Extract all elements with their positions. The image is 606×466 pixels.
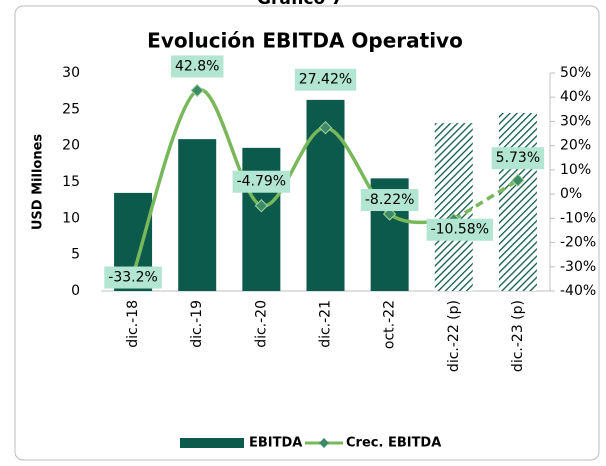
data-label-box [360, 189, 419, 212]
y-tick-label: 25 [62, 101, 80, 117]
y-tick-label: 10 [62, 210, 80, 226]
marker [254, 199, 269, 213]
bar [178, 139, 217, 291]
y2-tick-label: -20% [560, 235, 596, 251]
caption: Gráfico 7 [257, 0, 343, 9]
y2-tick-label: 40% [560, 89, 591, 105]
x-tick-label: oct.-22 [382, 300, 398, 349]
y2-tick-label: 0% [560, 186, 582, 202]
data-label: -4.79% [237, 174, 287, 190]
y-axis-title: USD Millones [31, 134, 46, 231]
marker [511, 173, 525, 187]
y-tick-label: 20 [62, 138, 80, 154]
legend-label: Crec. EBITDA [346, 436, 441, 451]
y2-tick-label: -10% [560, 210, 596, 226]
data-label-box [426, 218, 494, 241]
chart-title: Evolución EBITDA Operativo [147, 29, 463, 53]
x-tick-label: dic.-23 (p) [510, 300, 526, 372]
y2-tick-label: 30% [560, 113, 591, 129]
x-tick-label: dic.-19 [189, 300, 205, 348]
data-label-box [491, 147, 545, 170]
data-label: 42.8% [175, 58, 219, 74]
y2-tick-label: 50% [560, 65, 591, 81]
x-tick-label: dic.-22 (p) [446, 300, 462, 372]
bar [242, 147, 281, 291]
y2-tick-label: -40% [560, 283, 596, 299]
y2-tick-label: 10% [560, 162, 591, 178]
data-label-box [294, 68, 357, 91]
bar [498, 112, 537, 291]
data-label: 5.73% [496, 150, 540, 166]
data-label: -33.2% [108, 270, 158, 286]
data-label-box [104, 266, 162, 289]
marker [382, 207, 397, 221]
data-label: -8.22% [365, 192, 415, 208]
y2-tick-label: 20% [560, 138, 591, 154]
marker [318, 120, 333, 135]
y-tick-label: 30 [62, 65, 80, 81]
y-tick-label: 5 [71, 247, 80, 263]
legend-marker [319, 438, 329, 448]
y-tick-label: 15 [62, 174, 80, 190]
data-label-box [232, 170, 291, 193]
data-label-box [170, 55, 224, 78]
x-tick-label: dic.-21 [318, 300, 334, 348]
data-label: 27.42% [299, 72, 352, 88]
legend-swatch [180, 438, 244, 448]
legend-label: EBITDA [249, 436, 302, 451]
bar [434, 123, 473, 291]
x-tick-label: dic.-18 [125, 300, 141, 348]
marker [190, 83, 204, 98]
x-tick-label: dic.-20 [253, 300, 269, 348]
y2-tick-label: -30% [560, 259, 596, 275]
data-label: -10.58% [431, 222, 489, 238]
y-tick-label: 0 [71, 283, 80, 299]
